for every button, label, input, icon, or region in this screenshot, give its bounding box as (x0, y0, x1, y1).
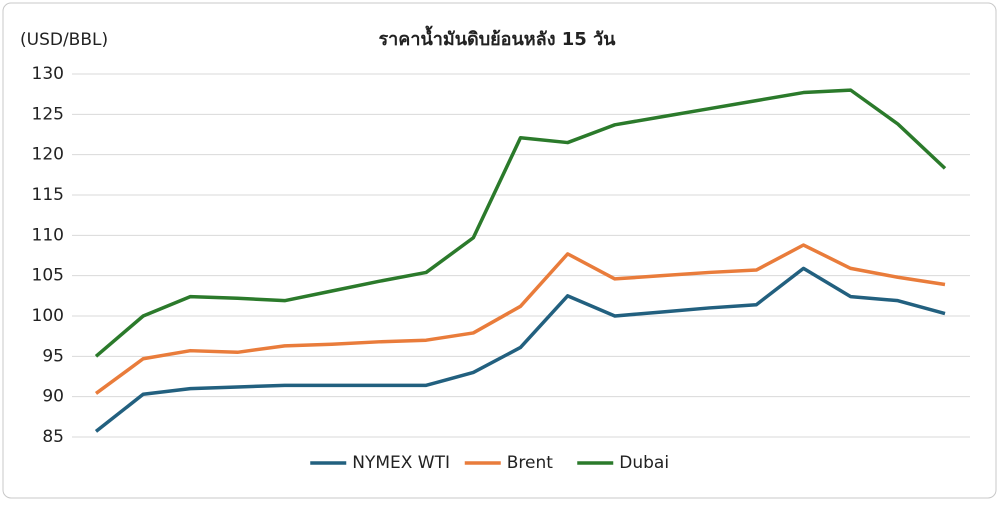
y-tick-label: 125 (32, 104, 64, 124)
y-axis-label: (USD/BBL) (20, 30, 108, 50)
y-tick-label: 90 (42, 387, 64, 407)
y-tick-label: 85 (42, 427, 64, 447)
lines (94, 88, 947, 433)
grid: 85 90 95 100 105 110 115 120 125 130 (32, 64, 970, 447)
chart-border (2, 2, 997, 499)
y-tick-label: 100 (32, 306, 64, 326)
y-tick-label: 115 (32, 185, 64, 205)
series-line (94, 243, 946, 395)
chart-title: ราคาน้ำมันดิบย้อนหลัง 15 วัน (379, 25, 617, 50)
legend-label: NYMEX WTI (352, 453, 450, 473)
legend-label: Dubai (619, 453, 669, 473)
y-tick-label: 130 (32, 64, 64, 84)
y-tick-label: 120 (32, 145, 64, 165)
legend-label: Brent (507, 453, 554, 473)
y-tick-label: 110 (32, 225, 64, 245)
series-line (94, 266, 946, 433)
legend: NYMEX WTI Brent Dubai (310, 453, 669, 473)
y-tick-label: 105 (32, 266, 64, 286)
series-line (94, 88, 947, 358)
y-tick-label: 95 (42, 346, 64, 366)
